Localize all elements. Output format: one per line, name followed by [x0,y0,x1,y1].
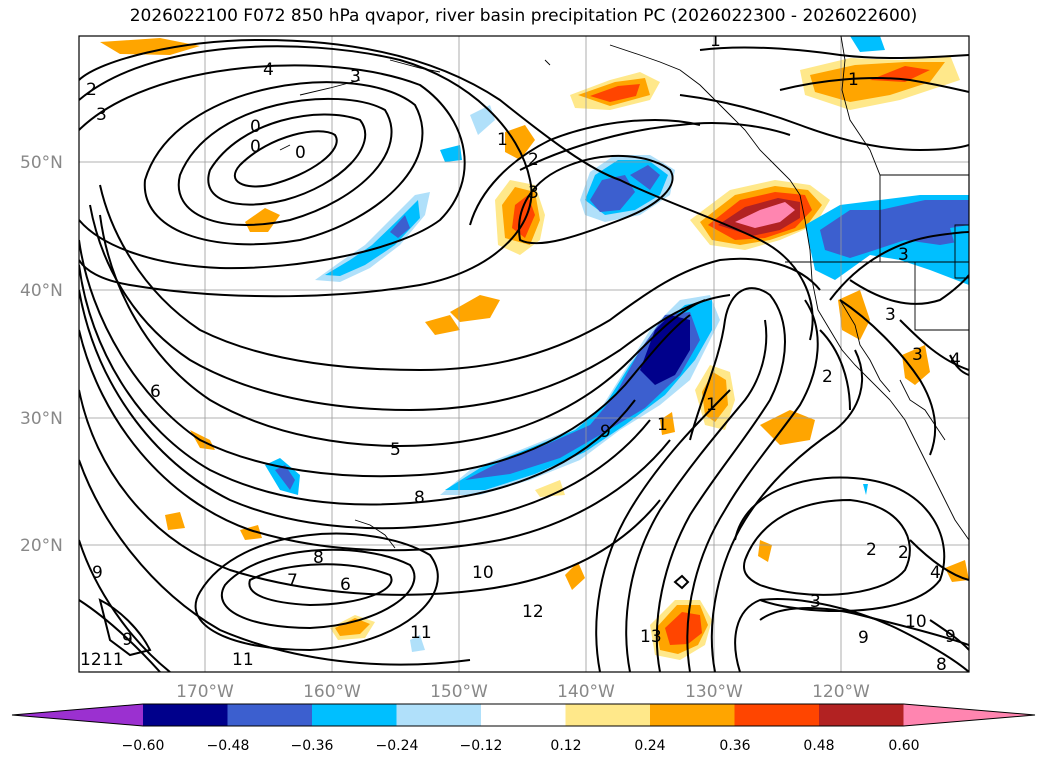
contour-label: 2 [822,367,833,387]
contour-label: 11 [410,623,432,643]
lon-label: 160°W [303,682,361,702]
contour-label: 0 [295,143,306,163]
lon-label: 170°W [176,682,234,702]
contour-label: 12 [80,650,102,670]
colorbar: −0.60 −0.48 −0.36 −0.24 −0.12 0.12 0.24 … [11,703,1036,754]
colorbar-segment [819,704,904,726]
contour-label: 3 [898,245,909,265]
colorbar-tick-label: −0.48 [207,738,250,754]
colorbar-tick-label: 0.60 [888,738,919,754]
contour-label: 4 [930,563,941,583]
contour-label: 3 [528,183,539,203]
coastlines [279,36,969,549]
colorbar-segment [227,704,312,726]
lon-label: 150°W [430,682,488,702]
colorbar-outline [11,703,1036,727]
negative-anomaly-shading [265,36,969,652]
colorbar-tick-label: 0.24 [634,738,665,754]
colorbar-extend-low [12,704,143,726]
contour-label: 0 [250,117,261,137]
colorbar-tick-label: 0.12 [550,738,581,754]
contour-label: 8 [936,655,947,675]
contour-label: 2 [898,543,909,563]
colorbar-segment [143,704,228,726]
map-frame [78,35,970,673]
contour-label: 3 [350,67,361,87]
contour-label: 11 [232,650,254,670]
colorbar-segment [312,704,397,726]
contour-label: 12 [522,602,544,622]
contour-label: 10 [905,612,927,632]
colorbar-extend-high [903,704,1035,726]
contour-label: 3 [885,305,896,325]
contour-label: 7 [287,571,298,591]
contour-label: 2 [86,80,97,100]
map-plot-area: 4 3 2 3 0 0 0 1 2 3 1 1 3 3 3 4 2 6 5 8 … [79,31,969,675]
lat-label: 30°N [20,409,63,429]
colorbar-tick-label: −0.12 [460,738,503,754]
contour-label: 3 [96,105,107,125]
contour-label: 2 [528,150,539,170]
contour-label: 4 [950,350,961,370]
contour-label: 6 [340,575,351,595]
colorbar-segment [481,704,566,726]
lat-label: 20°N [20,536,63,556]
colorbar-tick-label: −0.36 [291,738,334,754]
contour-label: 10 [472,563,494,583]
contour-label: 8 [313,548,324,568]
contour-label: 13 [640,627,662,647]
contour-label: 2 [866,540,877,560]
contour-label: 5 [390,440,401,460]
lat-label: 50°N [20,153,63,173]
contour-label: 11 [102,650,124,670]
colorbar-tick-labels: −0.60 −0.48 −0.36 −0.24 −0.12 0.12 0.24 … [122,738,920,754]
latitude-labels: 50°N 40°N 30°N 20°N [20,153,63,556]
lon-label: 120°W [812,682,870,702]
contour-label: 1 [706,395,717,415]
contour-label: 1 [848,70,859,90]
graticule [79,36,969,672]
contour-label: 9 [600,422,611,442]
lat-label: 40°N [20,281,63,301]
contour-label: 9 [122,630,133,650]
contour-label: 3 [912,345,923,365]
contour-label: 9 [92,563,103,583]
contour-label: 0 [250,137,261,157]
contour-label: 1 [710,31,721,51]
colorbar-tick-label: 0.36 [719,738,750,754]
colorbar-segment [734,704,819,726]
contour-label: 1 [657,415,668,435]
contour-label: 1 [497,130,508,150]
contour-labels: 4 3 2 3 0 0 0 1 2 3 1 1 3 3 3 4 2 6 5 8 … [80,31,961,675]
lon-label: 130°W [685,682,743,702]
lon-label: 140°W [557,682,615,702]
contour-label: 4 [263,60,274,80]
colorbar-segments [11,703,1036,727]
colorbar-segment [396,704,481,726]
contour-label: 9 [945,627,956,647]
colorbar-tick-label: 0.48 [803,738,834,754]
longitude-labels: 170°W 160°W 150°W 140°W 130°W 120°W [176,682,870,702]
contour-label: 8 [414,488,425,508]
contour-label: 9 [858,628,869,648]
colorbar-tick-label: −0.24 [376,738,419,754]
colorbar-tick-label: −0.60 [122,738,165,754]
contour-label: 3 [810,592,821,612]
contour-label: 6 [150,382,161,402]
qvapor-contours [79,38,969,672]
map-title: 2026022100 F072 850 hPa qvapor, river ba… [129,6,918,26]
colorbar-segment [565,704,650,726]
colorbar-segment [650,704,735,726]
